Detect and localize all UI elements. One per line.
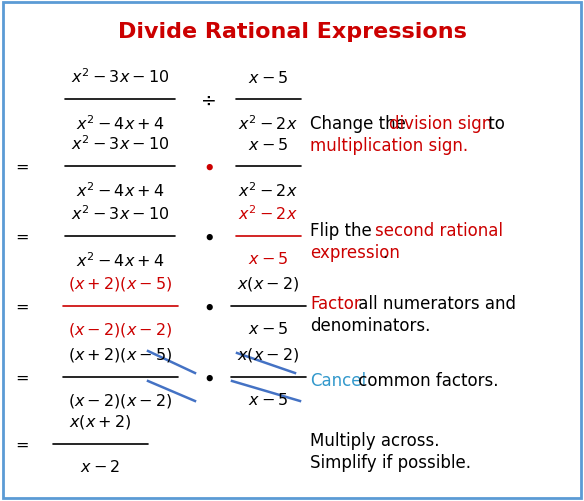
Text: all numerators and: all numerators and xyxy=(353,295,516,313)
Text: $\bullet$: $\bullet$ xyxy=(202,367,214,387)
Text: $x^2-3x-10$: $x^2-3x-10$ xyxy=(71,67,169,86)
Text: Multiply across.: Multiply across. xyxy=(310,431,440,449)
Text: $\bullet$: $\bullet$ xyxy=(202,226,214,246)
Text: $(x+2)(x-5)$: $(x+2)(x-5)$ xyxy=(68,275,172,293)
Text: Flip the: Flip the xyxy=(310,221,377,239)
Text: $x(x-2)$: $x(x-2)$ xyxy=(237,275,299,293)
Text: $(x-2)(x-2)$: $(x-2)(x-2)$ xyxy=(68,391,172,409)
Text: $x(x-2)$: $x(x-2)$ xyxy=(237,345,299,363)
Text: common factors.: common factors. xyxy=(353,371,499,389)
Text: $x-5$: $x-5$ xyxy=(248,391,288,407)
Text: =: = xyxy=(15,159,29,174)
Text: Factor: Factor xyxy=(310,295,361,313)
Text: $x^2-2x$: $x^2-2x$ xyxy=(238,181,298,199)
Text: $\bullet$: $\bullet$ xyxy=(202,157,214,177)
Text: $x^2-4x+4$: $x^2-4x+4$ xyxy=(76,250,164,269)
Text: $x^2-3x-10$: $x^2-3x-10$ xyxy=(71,134,169,153)
Text: second rational: second rational xyxy=(375,221,503,239)
Text: expression: expression xyxy=(310,243,400,262)
Text: $x-5$: $x-5$ xyxy=(248,70,288,86)
Text: $x^2-4x+4$: $x^2-4x+4$ xyxy=(76,114,164,132)
Text: multiplication sign.: multiplication sign. xyxy=(310,137,468,155)
Text: $\div$: $\div$ xyxy=(200,90,216,109)
Text: Change the: Change the xyxy=(310,115,411,133)
Text: Simplify if possible.: Simplify if possible. xyxy=(310,453,471,471)
Text: $x^2-3x-10$: $x^2-3x-10$ xyxy=(71,204,169,222)
Text: =: = xyxy=(15,437,29,451)
Text: $x^2-2x$: $x^2-2x$ xyxy=(238,114,298,132)
Text: $x^2-2x$: $x^2-2x$ xyxy=(238,204,298,222)
Text: $x^2-4x+4$: $x^2-4x+4$ xyxy=(76,181,164,199)
Text: $x-5$: $x-5$ xyxy=(248,250,288,267)
Text: division sign: division sign xyxy=(389,115,492,133)
Text: =: = xyxy=(15,229,29,244)
Text: $x-5$: $x-5$ xyxy=(248,137,288,153)
Text: $(x-2)(x-2)$: $(x-2)(x-2)$ xyxy=(68,320,172,338)
Text: $x-5$: $x-5$ xyxy=(248,320,288,336)
Text: Cancel: Cancel xyxy=(310,371,366,389)
Text: $x(x+2)$: $x(x+2)$ xyxy=(69,412,131,430)
Text: $x-2$: $x-2$ xyxy=(80,458,120,474)
Text: $\bullet$: $\bullet$ xyxy=(202,297,214,316)
Text: Divide Rational Expressions: Divide Rational Expressions xyxy=(117,22,467,42)
Text: denominators.: denominators. xyxy=(310,316,430,334)
Text: .: . xyxy=(382,243,387,262)
Text: $(x+2)(x-5)$: $(x+2)(x-5)$ xyxy=(68,345,172,363)
Text: =: = xyxy=(15,370,29,385)
Text: to: to xyxy=(483,115,505,133)
Text: =: = xyxy=(15,299,29,314)
